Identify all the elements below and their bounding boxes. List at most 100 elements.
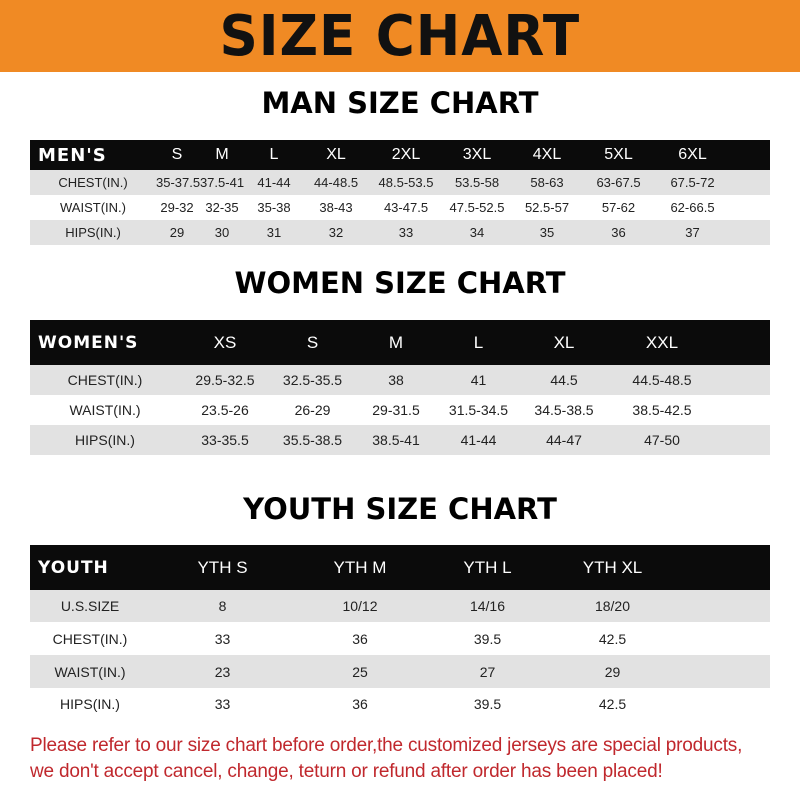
table-cell: 38 [355, 365, 437, 395]
size-header: XL [520, 320, 608, 365]
table-cell: 35.5-38.5 [270, 425, 355, 455]
filler-cell [716, 320, 770, 365]
table-row: CHEST(IN.) 35-37.5 37.5-41 41-44 44-48.5 48.5… [30, 170, 770, 195]
header-row: WOMEN'S XS S M L XL XXL [30, 320, 770, 365]
table-cell: 33 [150, 688, 295, 720]
table-cell: 29-32 [156, 195, 198, 220]
header-row: YOUTH YTH S YTH M YTH L YTH XL [30, 545, 770, 590]
table-cell: 33-35.5 [180, 425, 270, 455]
table-cell: 63-67.5 [582, 170, 655, 195]
table-cell: 26-29 [270, 395, 355, 425]
table-cell: 27 [425, 655, 550, 688]
table-row: U.S.SIZE 8 10/12 14/16 18/20 [30, 590, 770, 622]
youth-section-title: YOUTH SIZE CHART [243, 492, 557, 526]
size-header: XS [180, 320, 270, 365]
size-header: 5XL [582, 140, 655, 170]
measure-label: WAIST(IN.) [30, 195, 156, 220]
table-cell: 32 [302, 220, 370, 245]
table-cell: 42.5 [550, 622, 675, 655]
table-cell: 33 [370, 220, 442, 245]
table-cell: 47-50 [608, 425, 716, 455]
table-row: CHEST(IN.) 29.5-32.5 32.5-35.5 38 41 44.5 44.5… [30, 365, 770, 395]
table-cell: 30 [198, 220, 246, 245]
table-cell: 52.5-57 [512, 195, 582, 220]
table-cell: 32.5-35.5 [270, 365, 355, 395]
table-cell: 32-35 [198, 195, 246, 220]
men-section-title: MAN SIZE CHART [261, 86, 539, 120]
table-cell: 25 [295, 655, 425, 688]
measure-label: CHEST(IN.) [30, 622, 150, 655]
table-cell: 39.5 [425, 622, 550, 655]
measure-label: HIPS(IN.) [30, 220, 156, 245]
table-cell: 29.5-32.5 [180, 365, 270, 395]
page-title: SIZE CHART [219, 3, 581, 69]
women-size-table: WOMEN'S XS S M L XL XXL CHEST(IN.) 29.5-32.5 32.5… [30, 320, 770, 455]
size-header: YTH L [425, 545, 550, 590]
size-header: YTH S [150, 545, 295, 590]
table-cell: 67.5-72 [655, 170, 730, 195]
table-cell: 37 [655, 220, 730, 245]
filler-cell [730, 220, 770, 245]
table-cell: 44.5-48.5 [608, 365, 716, 395]
table-cell: 41-44 [246, 170, 302, 195]
size-header: M [198, 140, 246, 170]
size-header: 4XL [512, 140, 582, 170]
table-cell: 48.5-53.5 [370, 170, 442, 195]
table-cell: 47.5-52.5 [442, 195, 512, 220]
size-header: M [355, 320, 437, 365]
size-header: L [437, 320, 520, 365]
filler-cell [675, 655, 770, 688]
table-cell: 62-66.5 [655, 195, 730, 220]
table-row: CHEST(IN.) 33 36 39.5 42.5 [30, 622, 770, 655]
filler-cell [716, 395, 770, 425]
table-cell: 31 [246, 220, 302, 245]
table-heading: WOMEN'S [30, 320, 180, 365]
table-cell: 31.5-34.5 [437, 395, 520, 425]
table-cell: 58-63 [512, 170, 582, 195]
women-section-title: WOMEN SIZE CHART [234, 266, 566, 300]
table-cell: 57-62 [582, 195, 655, 220]
table-cell: 41 [437, 365, 520, 395]
size-header: 3XL [442, 140, 512, 170]
table-heading: MEN'S [30, 140, 156, 170]
table-cell: 37.5-41 [198, 170, 246, 195]
filler-cell [675, 622, 770, 655]
measure-label: WAIST(IN.) [30, 395, 180, 425]
table-cell: 34 [442, 220, 512, 245]
filler-cell [675, 590, 770, 622]
measure-label: WAIST(IN.) [30, 655, 150, 688]
measure-label: HIPS(IN.) [30, 688, 150, 720]
youth-size-table: YOUTH YTH S YTH M YTH L YTH XL U.S.SIZE 8 10/12… [30, 545, 770, 720]
table-cell: 36 [582, 220, 655, 245]
table-row: HIPS(IN.) 33-35.5 35.5-38.5 38.5-41 41-44 44-… [30, 425, 770, 455]
table-cell: 35-37.5 [156, 170, 200, 195]
filler-cell [730, 195, 770, 220]
size-header: XXL [608, 320, 716, 365]
title-banner: SIZE CHART [0, 0, 800, 72]
measure-label: HIPS(IN.) [30, 425, 180, 455]
table-cell: 53.5-58 [442, 170, 512, 195]
size-header: YTH XL [550, 545, 675, 590]
table-heading: YOUTH [30, 545, 150, 590]
table-cell: 29 [156, 220, 198, 245]
filler-cell [716, 365, 770, 395]
table-cell: 44-47 [520, 425, 608, 455]
table-row: HIPS(IN.) 33 36 39.5 42.5 [30, 688, 770, 720]
table-row: WAIST(IN.) 29-32 32-35 35-38 38-43 43-47.5 47.… [30, 195, 770, 220]
filler-cell [716, 425, 770, 455]
table-cell: 29 [550, 655, 675, 688]
measure-label: CHEST(IN.) [30, 170, 156, 195]
table-row: HIPS(IN.) 29 30 31 32 33 34 35 36 37 [30, 220, 770, 245]
table-cell: 18/20 [550, 590, 675, 622]
table-cell: 33 [150, 622, 295, 655]
table-cell: 10/12 [295, 590, 425, 622]
table-cell: 38.5-42.5 [608, 395, 716, 425]
table-cell: 41-44 [437, 425, 520, 455]
filler-cell [730, 140, 770, 170]
table-cell: 43-47.5 [370, 195, 442, 220]
table-cell: 42.5 [550, 688, 675, 720]
table-cell: 8 [150, 590, 295, 622]
size-header: L [246, 140, 302, 170]
table-cell: 39.5 [425, 688, 550, 720]
table-cell: 36 [295, 622, 425, 655]
